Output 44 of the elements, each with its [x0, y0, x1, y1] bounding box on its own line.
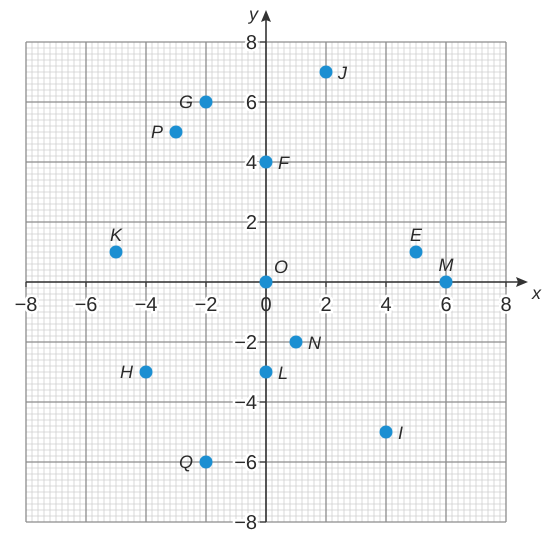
series-label: O — [274, 257, 288, 277]
x-tick-label: 8 — [500, 294, 512, 316]
point — [260, 366, 272, 378]
point — [200, 96, 212, 108]
x-tick-label: 6 — [440, 294, 452, 316]
series-label: F — [278, 153, 290, 173]
y-tick-label: 8 — [246, 32, 257, 54]
x-tick-label: −6 — [74, 294, 98, 316]
y-tick-label: 6 — [246, 92, 257, 114]
x-tick-label: −4 — [134, 294, 158, 316]
series-label: G — [178, 92, 193, 112]
x-tick-label: −2 — [194, 294, 218, 316]
series-label: J — [337, 63, 348, 83]
y-tick-label: −8 — [234, 512, 257, 534]
series-label: I — [398, 423, 404, 443]
point — [260, 156, 272, 168]
series-label: P — [150, 122, 163, 142]
point — [200, 456, 212, 468]
point — [170, 126, 182, 138]
point — [260, 276, 272, 288]
x-tick-label: 2 — [320, 294, 332, 316]
point — [320, 66, 332, 78]
point — [140, 366, 152, 378]
series-label: K — [110, 225, 123, 245]
series-label: Q — [178, 452, 193, 472]
series-label: E — [410, 225, 423, 245]
y-axis-title: y — [247, 4, 259, 24]
series-label: M — [438, 255, 454, 275]
y-tick-label: −4 — [234, 392, 257, 414]
y-tick-label: −6 — [234, 452, 257, 474]
x-tick-label: −8 — [14, 294, 38, 316]
series-label: N — [308, 333, 322, 353]
point — [110, 246, 122, 258]
point — [380, 426, 392, 438]
y-tick-label: −2 — [234, 332, 257, 354]
series-label: H — [120, 362, 134, 382]
y-tick-label: 2 — [246, 212, 257, 234]
point — [290, 336, 302, 348]
y-tick-label: 4 — [246, 152, 257, 174]
x-axis-title: x — [531, 283, 542, 303]
point — [410, 246, 422, 258]
x-tick-label: 4 — [380, 294, 392, 316]
series-label: L — [278, 363, 288, 383]
point — [440, 276, 452, 288]
